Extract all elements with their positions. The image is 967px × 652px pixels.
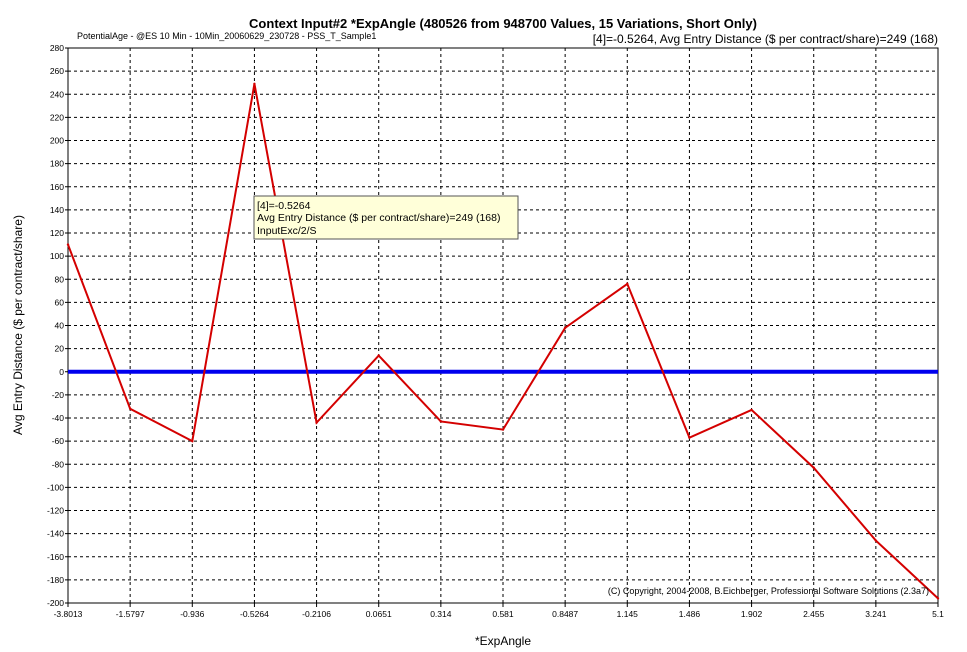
x-tick-label-7: 0.581 xyxy=(492,609,514,619)
x-axis-label: *ExpAngle xyxy=(475,634,531,648)
data-point-14 xyxy=(936,597,940,600)
x-tick-label-0: -3.8013 xyxy=(54,609,83,619)
y-tick-label-20: 200 xyxy=(50,136,64,146)
y-tick-label-19: 180 xyxy=(50,159,64,169)
x-tick-label-12: 2.455 xyxy=(803,609,825,619)
y-tick-label-2: -160 xyxy=(47,552,64,562)
copyright-notice: (C) Copyright, 2004-2008, B.Eichberger, … xyxy=(608,586,929,596)
tooltip-line-1: [4]=-0.5264 xyxy=(257,200,311,212)
x-tick-label-4: -0.2106 xyxy=(302,609,331,619)
y-tick-label-1: -180 xyxy=(47,575,64,585)
y-tick-label-21: 220 xyxy=(50,112,64,122)
data-point-11 xyxy=(750,408,753,412)
y-tick-label-10: 0 xyxy=(59,367,64,377)
tooltip-line-3: InputExc/2/S xyxy=(257,225,317,237)
data-tooltip: [4]=-0.5264 Avg Entry Distance ($ per co… xyxy=(253,195,519,240)
x-tick-label-2: -0.936 xyxy=(180,609,204,619)
y-tick-label-0: -200 xyxy=(47,598,64,608)
data-point-9 xyxy=(626,282,629,286)
data-point-0 xyxy=(66,243,70,246)
y-tick-label-14: 80 xyxy=(55,274,65,284)
y-tick-label-22: 240 xyxy=(50,89,64,99)
y-tick-label-23: 260 xyxy=(50,66,64,76)
y-tick-label-17: 140 xyxy=(50,205,64,215)
y-tick-label-12: 40 xyxy=(55,321,65,331)
data-point-4 xyxy=(315,421,318,424)
y-tick-label-6: -80 xyxy=(52,459,65,469)
y-tick-label-7: -60 xyxy=(52,436,65,446)
y-tick-label-4: -120 xyxy=(47,506,64,516)
x-axis-ticks: -3.8013 -1.5797 -0.936 -0.5264 -0.2106 0.0651… xyxy=(54,603,944,619)
y-tick-label-13: 60 xyxy=(55,297,65,307)
data-point-10 xyxy=(688,436,691,439)
y-axis-ticks: -200-180-160-140-120-100-80-60-40-200204… xyxy=(47,43,68,608)
x-tick-label-8: 0.8487 xyxy=(552,609,578,619)
y-tick-label-3: -140 xyxy=(47,529,64,539)
y-axis-label: Avg Entry Distance ($ per contract/share… xyxy=(11,215,25,435)
y-tick-label-18: 160 xyxy=(50,182,64,192)
x-tick-label-9: 1.145 xyxy=(617,609,639,619)
x-tick-label-11: 1.902 xyxy=(741,609,763,619)
x-tick-label-13: 3.241 xyxy=(865,609,887,619)
data-point-7 xyxy=(501,428,505,431)
y-tick-label-16: 120 xyxy=(50,228,64,238)
x-tick-label-5: 0.0651 xyxy=(366,609,392,619)
data-point-12 xyxy=(812,466,815,469)
y-tick-label-5: -100 xyxy=(47,482,64,492)
y-tick-label-8: -40 xyxy=(52,413,65,423)
grid-lines xyxy=(68,48,938,603)
x-tick-label-3: -0.5264 xyxy=(240,609,269,619)
chart-subtitle: PotentialAge - @ES 10 Min - 10Min_200606… xyxy=(77,31,376,41)
data-point-13 xyxy=(874,539,878,542)
chart-title: Context Input#2 *ExpAngle (480526 from 9… xyxy=(249,16,757,31)
data-point-6 xyxy=(439,420,443,423)
data-point-8 xyxy=(563,326,567,330)
x-tick-label-10: 1.486 xyxy=(679,609,701,619)
value-readout: [4]=-0.5264, Avg Entry Distance ($ per c… xyxy=(593,32,938,46)
tooltip-box xyxy=(253,195,519,240)
data-point-1 xyxy=(128,407,132,410)
data-point-2 xyxy=(191,439,194,443)
data-point-3 xyxy=(253,82,256,86)
data-point-5 xyxy=(377,354,380,357)
x-tick-label-6: 0.314 xyxy=(430,609,452,619)
y-tick-label-24: 280 xyxy=(50,43,64,53)
y-tick-label-11: 20 xyxy=(55,344,65,354)
x-tick-label-1: -1.5797 xyxy=(116,609,145,619)
y-tick-label-15: 100 xyxy=(50,251,64,261)
y-tick-label-9: -20 xyxy=(52,390,65,400)
x-tick-label-14: 5.1 xyxy=(932,609,944,619)
tooltip-line-2: Avg Entry Distance ($ per contract/share… xyxy=(257,212,500,224)
